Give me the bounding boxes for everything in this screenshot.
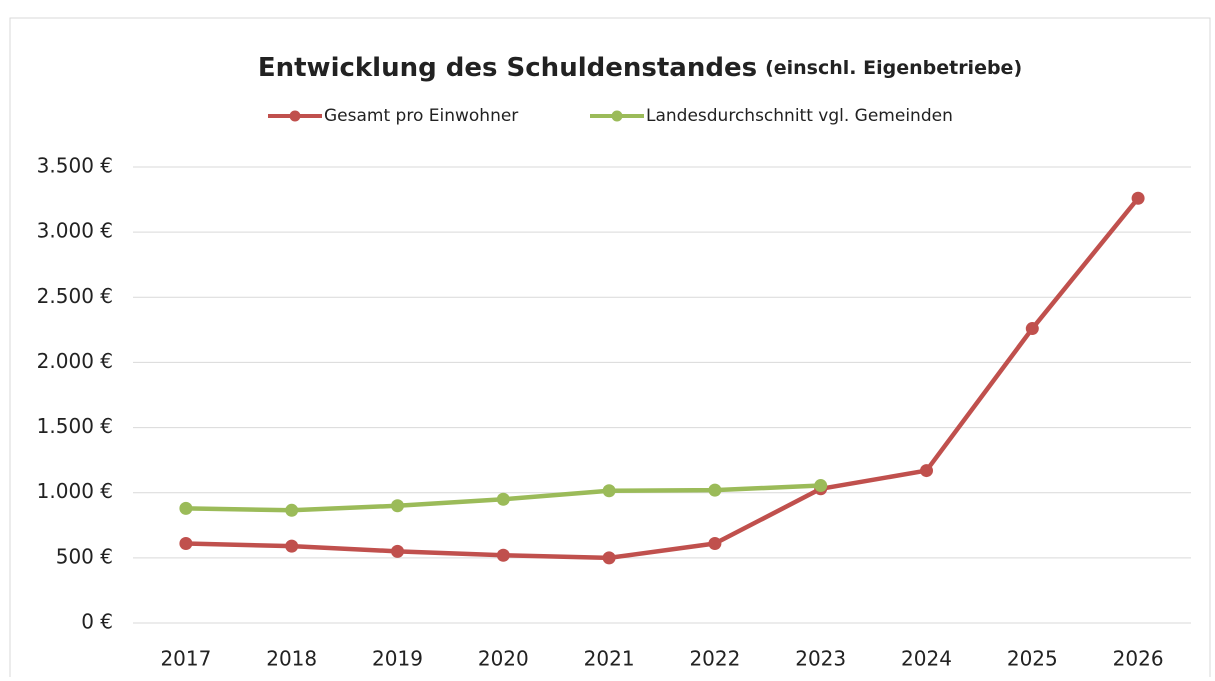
data-point	[1131, 191, 1145, 205]
data-point	[179, 501, 193, 515]
chart-border	[9, 17, 1211, 681]
x-tick-label: 2025	[1007, 647, 1058, 671]
y-tick-label: 1.500 €	[37, 414, 113, 438]
x-tick-label: 2020	[478, 647, 529, 671]
y-tick-label: 0 €	[81, 610, 113, 634]
y-tick-label: 1.000 €	[37, 479, 113, 503]
legend-marker	[289, 110, 301, 122]
x-tick-label: 2023	[795, 647, 846, 671]
legend-label: Gesamt pro Einwohner	[324, 106, 518, 126]
data-point	[708, 483, 722, 497]
x-tick-label: 2022	[689, 647, 740, 671]
chart-title-group: Entwicklung des Schuldenstandes (einschl.…	[258, 53, 1022, 83]
legend-label: Landesdurchschnitt vgl. Gemeinden	[646, 106, 953, 126]
x-tick-label: 2019	[372, 647, 423, 671]
data-point	[602, 551, 616, 565]
legend-marker	[611, 110, 623, 122]
y-tick-label: 500 €	[56, 544, 113, 568]
data-point	[602, 484, 616, 498]
y-tick-label: 2.500 €	[37, 284, 113, 308]
x-tick-label: 2026	[1113, 647, 1164, 671]
data-point	[179, 537, 193, 551]
x-tick-label: 2021	[584, 647, 635, 671]
y-tick-label: 2.000 €	[37, 349, 113, 373]
data-point	[496, 492, 510, 506]
data-point	[814, 479, 828, 493]
x-tick-label: 2018	[266, 647, 317, 671]
data-point	[708, 537, 722, 551]
y-tick-label: 3.500 €	[37, 154, 113, 178]
y-tick-label: 3.000 €	[37, 219, 113, 243]
data-point	[391, 499, 404, 513]
data-point	[1025, 322, 1039, 336]
chart-title: Entwicklung des Schuldenstandes	[258, 53, 757, 83]
data-point	[285, 503, 299, 517]
data-point	[391, 544, 404, 558]
data-point	[920, 464, 933, 478]
series-line	[185, 196, 1140, 561]
chart-subtitle: (einschl. Eigenbetriebe)	[765, 57, 1022, 79]
data-point	[496, 548, 510, 562]
x-tick-label: 2017	[160, 647, 211, 671]
x-tick-label: 2024	[901, 647, 952, 671]
data-point	[285, 539, 299, 553]
